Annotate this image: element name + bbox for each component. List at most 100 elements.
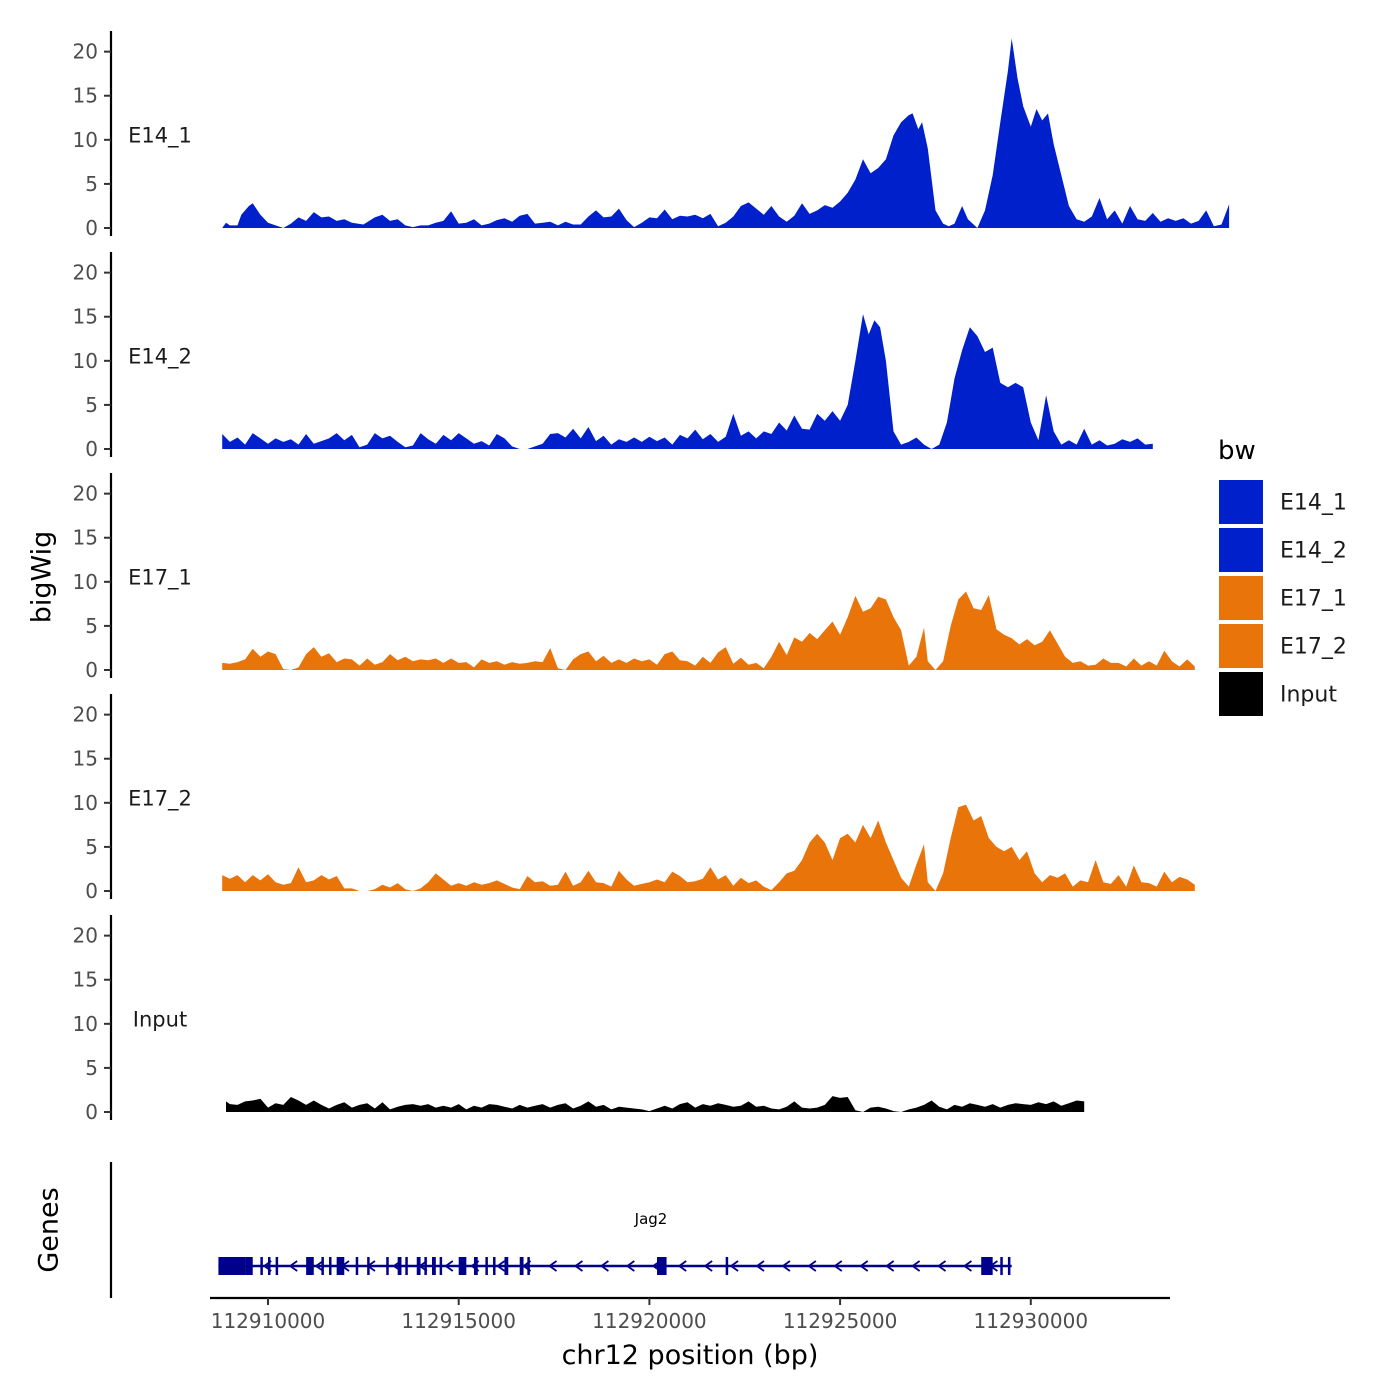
gene-exon: [397, 1257, 402, 1275]
y-tick-label: 10: [73, 349, 98, 373]
y-tick-label: 20: [73, 482, 98, 506]
gene-exon: [657, 1257, 667, 1275]
strand-arrow: [859, 1260, 869, 1272]
legend-items: E14_1 E14_2 E17_1 E17_2 Input: [1219, 480, 1347, 716]
gene-exon: [493, 1257, 496, 1275]
strand-arrow: [833, 1260, 843, 1272]
gene-exon: [355, 1257, 359, 1275]
legend: bw E14_1 E14_2 E17_1 E17_2 Input: [1218, 436, 1347, 716]
y-tick-label: 10: [73, 570, 98, 594]
gene-exon: [473, 1257, 478, 1275]
strand-arrow: [625, 1260, 635, 1272]
y-tick-label: 5: [85, 1056, 98, 1080]
legend-label: E14_2: [1280, 539, 1347, 564]
strand-arrow: [703, 1260, 713, 1272]
track-e14-2: 0 5 10 15 20 E14_2: [73, 252, 1153, 461]
gene-exon: [1000, 1257, 1003, 1275]
legend-swatch: [1219, 624, 1263, 668]
x-tick-label: 112910000: [211, 1309, 326, 1333]
y-tick-label: 10: [73, 128, 98, 152]
strand-arrow: [547, 1260, 558, 1272]
strand-arrow: [937, 1260, 947, 1272]
x-axis-ticks: 112910000 112915000 112920000 112925000 1129…: [211, 1298, 1088, 1333]
y-tick-label: 20: [73, 261, 98, 285]
gene-exon: [260, 1257, 263, 1275]
track-e17-2: 0 5 10 15 20 E17_2: [73, 694, 1195, 903]
y-tick-label: 15: [73, 968, 98, 992]
gene-exon: [424, 1257, 427, 1275]
x-tick-label: 112925000: [783, 1309, 898, 1333]
gene-name-label: Jag2: [634, 1210, 668, 1228]
gene-exon: [367, 1257, 370, 1275]
gene-exon: [439, 1257, 443, 1275]
gene-exon: [432, 1257, 436, 1275]
gene-exon: [336, 1257, 345, 1275]
signal-area-e14-2: [222, 314, 1153, 449]
gene-exon: [386, 1257, 389, 1275]
gene-exon: [485, 1257, 488, 1275]
gene-exon: [458, 1257, 467, 1275]
gene-exon: [519, 1257, 524, 1275]
strand-arrow: [729, 1260, 739, 1272]
strand-arrow: [885, 1260, 895, 1272]
y-tick-label: 10: [73, 1012, 98, 1036]
gene-model: [218, 1257, 1012, 1275]
track-label: E14_1: [128, 123, 192, 148]
signal-area-input: [226, 1096, 1085, 1112]
gene-exon: [275, 1257, 279, 1275]
track-label: Input: [133, 1007, 187, 1031]
strand-arrow: [288, 1260, 298, 1272]
legend-label: Input: [1280, 683, 1337, 708]
y-tick-label: 0: [85, 658, 98, 682]
gene-exon: [405, 1257, 408, 1275]
x-axis: 112910000 112915000 112920000 112925000 1129…: [210, 1296, 1170, 1371]
y-tick-label: 20: [73, 703, 98, 727]
strand-arrow: [677, 1260, 687, 1272]
gene-exon: [245, 1257, 253, 1275]
gene-exon: [218, 1257, 246, 1275]
x-axis-title: chr12 position (bp): [562, 1340, 819, 1371]
legend-swatch: [1219, 672, 1263, 716]
y-tick-label: 15: [73, 305, 98, 329]
y-tick-label: 10: [73, 791, 98, 815]
strand-arrow: [444, 1260, 454, 1272]
gene-exon: [306, 1257, 314, 1275]
gene-exon: [504, 1257, 509, 1275]
signal-area-e17-2: [222, 804, 1195, 891]
y-tick-label: 20: [73, 924, 98, 948]
strand-arrow: [496, 1260, 506, 1272]
y-tick-label: 5: [85, 172, 98, 196]
strand-arrow: [755, 1260, 765, 1272]
y-tick-label: 15: [73, 747, 98, 771]
y-tick-label: 0: [85, 216, 98, 240]
strand-arrow: [781, 1260, 791, 1272]
signal-tracks: 0 5 10 15 20 E14_1 0 5 10 15 20 E14_2 0 5 10 15 20 E17_1 0…: [73, 31, 1230, 1124]
legend-label: E17_1: [1280, 587, 1347, 612]
y-tick-label: 20: [73, 40, 98, 64]
y-tick-label: 0: [85, 879, 98, 903]
legend-title: bw: [1218, 436, 1256, 466]
legend-swatch: [1219, 528, 1263, 572]
gene-track-label: Genes: [34, 1187, 65, 1272]
strand-arrow: [911, 1260, 921, 1272]
strand-arrow: [962, 1260, 973, 1272]
legend-label: E14_1: [1280, 491, 1347, 516]
y-tick-label: 5: [85, 835, 98, 859]
gene-exon: [329, 1257, 332, 1275]
y-tick-label: 15: [73, 84, 98, 108]
x-tick-label: 112930000: [974, 1309, 1089, 1333]
track-e17-1: 0 5 10 15 20 E17_1: [73, 473, 1195, 682]
track-label: E17_2: [128, 786, 192, 811]
track-label: E14_2: [128, 344, 192, 369]
gene-exon: [268, 1257, 271, 1275]
track-label: E17_1: [128, 565, 192, 590]
gene-exon: [725, 1257, 729, 1275]
x-tick-label: 112920000: [592, 1309, 707, 1333]
y-tick-label: 0: [85, 1100, 98, 1124]
signal-area-e14-1: [222, 38, 1230, 229]
x-tick-label: 112915000: [401, 1309, 516, 1333]
strand-arrow: [314, 1260, 324, 1272]
strand-arrow: [807, 1260, 817, 1272]
signal-area-e17-1: [222, 591, 1195, 670]
gene-exon: [981, 1257, 993, 1275]
